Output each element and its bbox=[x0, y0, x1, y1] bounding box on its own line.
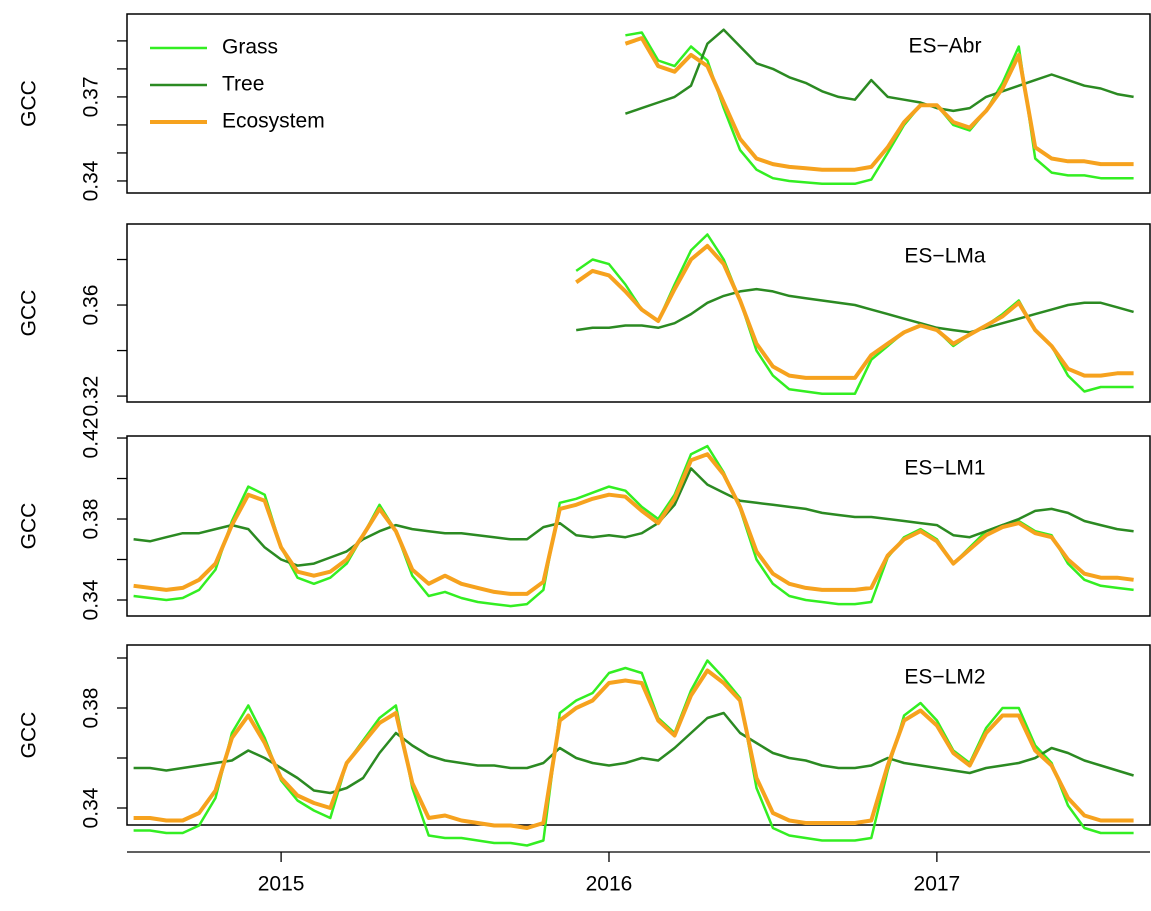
series-line bbox=[133, 467, 1134, 567]
plot-frame bbox=[126, 435, 1151, 617]
y-axis-label: GCC bbox=[18, 503, 41, 550]
y-tick-label: 0.42 bbox=[80, 418, 103, 459]
legend-label: Grass bbox=[222, 36, 278, 59]
x-tick-label: 2017 bbox=[914, 873, 961, 896]
y-tick-label: 0.34 bbox=[80, 160, 103, 201]
legend-label: Ecosystem bbox=[222, 110, 325, 133]
series-line bbox=[133, 711, 1134, 795]
y-axis-label: GCC bbox=[18, 80, 41, 127]
series-line bbox=[624, 36, 1134, 172]
y-axis-label: GCC bbox=[18, 712, 41, 759]
series-line bbox=[133, 452, 1134, 596]
y-tick-label: 0.37 bbox=[80, 76, 103, 117]
y-tick-label: 0.34 bbox=[80, 787, 103, 828]
series-line bbox=[624, 28, 1134, 115]
panel-label: ES−LMa bbox=[904, 245, 985, 268]
legend-label: Tree bbox=[222, 73, 264, 96]
series-line bbox=[576, 287, 1134, 334]
x-tick-label: 2015 bbox=[258, 873, 305, 896]
plot-frame bbox=[126, 223, 1151, 403]
plot-frame bbox=[126, 644, 1151, 826]
x-tick-label: 2016 bbox=[586, 873, 633, 896]
series-line bbox=[133, 668, 1134, 830]
y-tick-label: 0.36 bbox=[80, 285, 103, 326]
series-line bbox=[575, 243, 1134, 380]
y-axis-label: GCC bbox=[18, 290, 41, 337]
plot-frame bbox=[126, 13, 1151, 194]
y-tick-label: 0.32 bbox=[80, 376, 103, 417]
y-tick-label: 0.38 bbox=[80, 499, 103, 540]
y-tick-label: 0.38 bbox=[80, 688, 103, 729]
panel-label: ES−Abr bbox=[909, 35, 982, 58]
y-tick-label: 0.34 bbox=[80, 579, 103, 620]
panel-label: ES−LM1 bbox=[904, 457, 985, 480]
panel-label: ES−LM2 bbox=[904, 666, 985, 689]
